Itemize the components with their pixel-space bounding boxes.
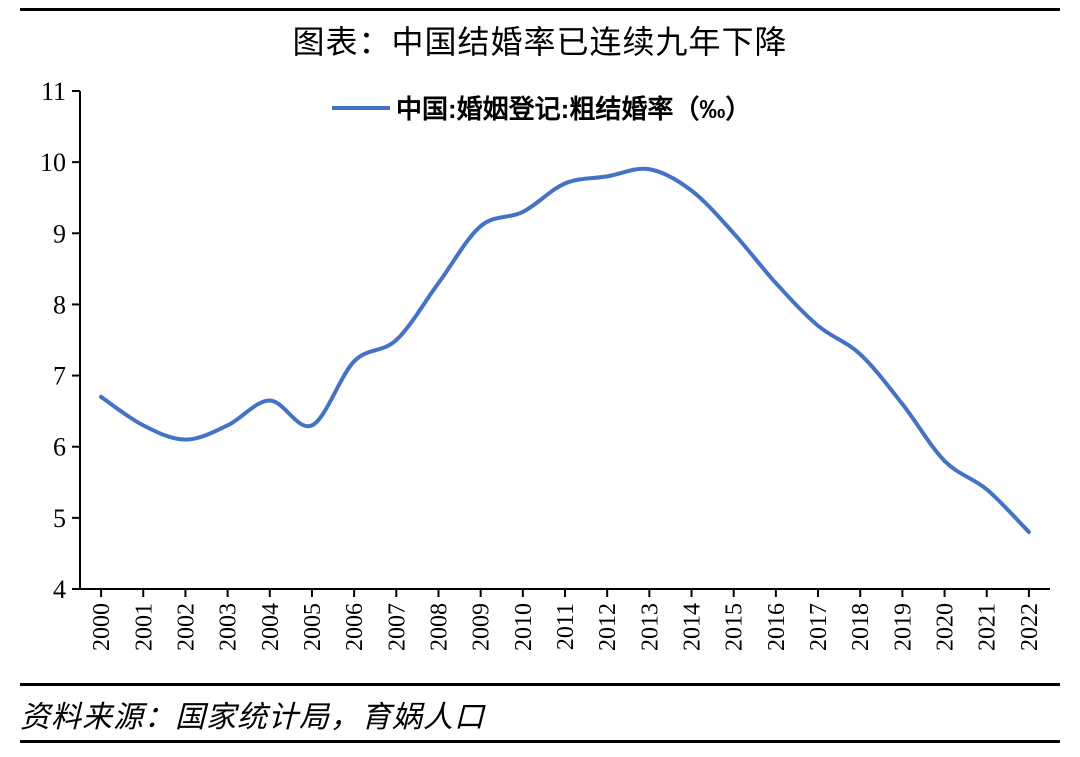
svg-text:2000: 2000: [89, 603, 115, 651]
svg-text:5: 5: [53, 504, 66, 533]
legend-label: 中国:婚姻登记:粗结婚率（‰）: [396, 89, 751, 126]
legend-line-sample: [332, 106, 390, 110]
title-bar: 图表：中国结婚率已连续九年下降: [20, 8, 1060, 69]
svg-text:2021: 2021: [975, 603, 1001, 651]
svg-text:2011: 2011: [553, 603, 579, 650]
source-bar: 资料来源：国家统计局，育娲人口: [20, 683, 1060, 743]
legend: 中国:婚姻登记:粗结婚率（‰）: [322, 85, 761, 130]
svg-text:2020: 2020: [933, 603, 959, 651]
svg-text:2010: 2010: [511, 603, 537, 651]
svg-text:2013: 2013: [637, 603, 663, 651]
svg-text:2015: 2015: [722, 603, 748, 651]
svg-text:4: 4: [53, 575, 66, 604]
svg-text:2017: 2017: [806, 603, 832, 651]
svg-text:2004: 2004: [258, 603, 284, 651]
svg-text:8: 8: [53, 290, 66, 319]
svg-text:2006: 2006: [342, 603, 368, 651]
svg-text:2022: 2022: [1017, 603, 1043, 651]
svg-text:11: 11: [41, 79, 66, 106]
svg-text:2007: 2007: [384, 603, 410, 651]
svg-text:2003: 2003: [216, 603, 242, 651]
svg-text:2001: 2001: [131, 603, 157, 651]
svg-text:6: 6: [53, 433, 66, 462]
svg-text:2018: 2018: [848, 603, 874, 651]
svg-text:2019: 2019: [890, 603, 916, 651]
svg-text:2005: 2005: [300, 603, 326, 651]
svg-text:2012: 2012: [595, 603, 621, 651]
line-chart-svg: 4 5 6 7 8 9 10 11 2000 2001 2002 2003 2004 2005 2006 20…: [20, 79, 1060, 679]
svg-text:9: 9: [53, 219, 66, 248]
svg-text:2016: 2016: [764, 603, 790, 651]
svg-text:2014: 2014: [680, 603, 706, 651]
svg-text:7: 7: [53, 362, 66, 391]
svg-text:10: 10: [40, 148, 66, 177]
svg-text:2008: 2008: [426, 603, 452, 651]
svg-text:2009: 2009: [469, 603, 495, 651]
svg-text:2002: 2002: [173, 603, 199, 651]
chart-area: 4 5 6 7 8 9 10 11 2000 2001 2002 2003 2004 2005 2006 20…: [20, 79, 1060, 679]
chart-title: 图表：中国结婚率已连续九年下降: [20, 17, 1060, 63]
source-text: 资料来源：国家统计局，育娲人口: [20, 692, 1060, 736]
